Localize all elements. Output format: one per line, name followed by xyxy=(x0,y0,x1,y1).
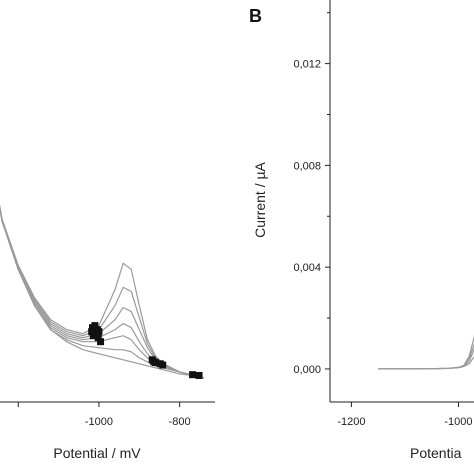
panel-b-x-axis-title: Potentia xyxy=(410,445,462,461)
panel-a: -1000 -800 Potential / mV xyxy=(0,204,215,461)
panel-a-marker-7 xyxy=(94,334,102,342)
panel-b-series-line-2 xyxy=(378,348,474,370)
panel-a-x-tick-label-1: -1000 xyxy=(85,416,113,428)
panel-a-series-group xyxy=(0,204,205,379)
panel-b-series-group xyxy=(378,334,474,370)
panel-a-marker-15 xyxy=(189,371,197,379)
panel-a-marker-12 xyxy=(151,359,159,367)
panel-a-marker-1 xyxy=(88,328,96,336)
panel-b-y-tick-label-3: 0,008 xyxy=(293,160,321,172)
panel-b-x-ticks: -1200 -1000 xyxy=(337,402,473,428)
panel-a-marker-8 xyxy=(95,328,103,336)
panel-b: B 0,000 0,004 0,008 0,012 -1200 -1000 Curren… xyxy=(249,0,474,461)
panel-b-y-tick-label-4: 0,012 xyxy=(293,59,321,71)
panel-b-y-axis-title: Current / µA xyxy=(252,161,268,237)
panel-b-x-tick-label-1: -1200 xyxy=(337,416,365,428)
panel-a-x-tick-label-2: -800 xyxy=(169,416,191,428)
panel-b-y-tick-label-1: 0,000 xyxy=(293,364,321,376)
panel-b-label: B xyxy=(249,6,262,26)
panel-a-marker-14 xyxy=(159,361,167,369)
panel-a-marker-16 xyxy=(195,371,203,379)
panel-b-series-line-3 xyxy=(378,342,474,370)
panel-b-series-line-1 xyxy=(378,355,474,370)
panel-b-y-tick-label-2: 0,004 xyxy=(293,262,321,274)
panel-b-y-ticks: 0,000 0,004 0,008 0,012 xyxy=(293,12,330,376)
panel-a-marker-group xyxy=(88,322,203,379)
panel-a-x-axis-title: Potential / mV xyxy=(53,445,141,461)
panel-a-marker-9 xyxy=(97,338,105,346)
panel-b-x-tick-label-2: -1000 xyxy=(444,416,472,428)
panel-a-x-ticks: -1000 -800 xyxy=(17,402,191,428)
panel-a-marker-4 xyxy=(91,322,99,330)
panel-b-series-line-4 xyxy=(378,334,474,370)
